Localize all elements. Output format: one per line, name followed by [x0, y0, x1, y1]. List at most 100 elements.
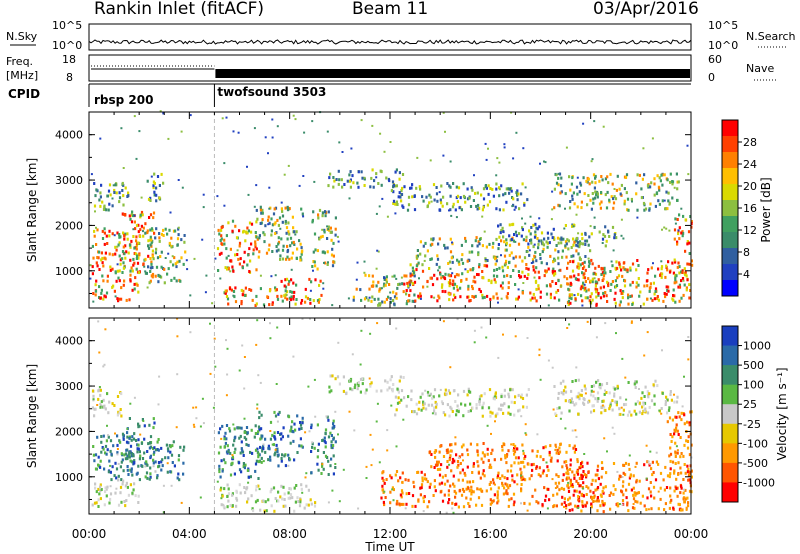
velocity-sparse-cell: [473, 341, 476, 344]
power-cell: [461, 253, 464, 257]
power-sparse-cell: [481, 215, 484, 218]
power-cell: [117, 297, 121, 301]
velocity-cell: [94, 482, 97, 486]
power-cell: [616, 174, 619, 178]
velocity-cell: [632, 497, 636, 501]
power-cell: [606, 300, 609, 303]
velocity-cell: [147, 442, 150, 446]
power-cell: [280, 207, 283, 211]
power-cell: [271, 250, 274, 253]
power-cell: [509, 275, 512, 278]
velocity-cell: [249, 450, 252, 454]
power-cell: [620, 268, 623, 272]
power-cell: [124, 244, 127, 248]
power-cell: [289, 298, 292, 302]
velocity-cell: [565, 504, 568, 508]
power-sparse-cell: [302, 215, 305, 218]
velocity-cell: [652, 383, 655, 387]
power-sparse-cell: [502, 231, 505, 234]
power-cell: [518, 207, 521, 211]
power-cell: [680, 231, 683, 235]
velocity-cell: [267, 498, 270, 502]
velocity-cell: [590, 503, 593, 507]
velocity-cell: [323, 439, 326, 443]
power-cell: [430, 295, 433, 299]
power-cell: [452, 282, 455, 286]
power-cell: [177, 227, 180, 231]
velocity-cell: [506, 492, 509, 496]
velocity-cell: [512, 503, 515, 507]
power-cell: [135, 257, 138, 260]
power-cell: [477, 203, 480, 207]
power-cell: [367, 298, 370, 302]
velocity-cell: [508, 484, 512, 488]
velocity-cell: [544, 498, 547, 502]
velocity-sparse-cell: [269, 430, 272, 432]
velocity-cell: [121, 458, 124, 462]
power-cell: [551, 280, 554, 283]
power-cell: [540, 261, 543, 265]
power-cell: [377, 280, 380, 284]
power-cell: [585, 239, 589, 243]
velocity-sparse-cell: [634, 465, 637, 468]
velocity-cell: [507, 449, 510, 453]
velocity-cell: [143, 437, 146, 441]
velocity-sparse-cell: [645, 477, 648, 480]
velocity-cell: [514, 395, 517, 399]
power-sparse-cell: [355, 278, 358, 281]
velocity-cell: [638, 479, 641, 483]
velocity-sparse-cell: [375, 420, 378, 423]
power-cell: [396, 286, 399, 290]
velocity-sparse-cell: [645, 444, 648, 447]
power-sparse-cell: [271, 118, 274, 121]
velocity-cell: [227, 499, 230, 503]
power-cell: [319, 279, 322, 283]
power-cell: [334, 233, 337, 237]
velocity-cell: [669, 390, 672, 393]
velocity-cell: [422, 496, 425, 500]
velocity-cell: [109, 470, 112, 474]
power-cell: [231, 229, 234, 233]
power-cell: [332, 185, 335, 189]
power-colorbar-tick-label: 28: [743, 136, 757, 149]
power-sparse-cell: [394, 212, 397, 215]
power-cell: [103, 294, 106, 298]
power-cell: [482, 197, 486, 201]
power-cell: [409, 274, 412, 278]
velocity-cell: [130, 470, 133, 474]
power-cell: [363, 177, 366, 181]
velocity-cell: [434, 400, 437, 404]
velocity-sparse-cell: [630, 321, 633, 324]
power-cell: [170, 244, 173, 248]
power-cell: [481, 296, 484, 300]
velocity-cell: [148, 477, 151, 481]
velocity-cell: [421, 476, 424, 480]
velocity-cell: [265, 509, 268, 513]
power-colorbar-swatch: [722, 200, 738, 217]
power-cell: [417, 294, 420, 298]
power-cell: [152, 216, 155, 220]
power-sparse-cell: [583, 283, 586, 286]
velocity-sparse-cell: [202, 422, 205, 425]
velocity-cell: [453, 484, 456, 488]
velocity-cell: [608, 405, 612, 409]
power-sparse-cell: [543, 160, 545, 163]
velocity-sparse-cell: [606, 450, 608, 453]
velocity-cell: [229, 473, 233, 477]
power-cell: [400, 199, 403, 203]
power-cell: [503, 274, 506, 278]
power-cell: [613, 236, 616, 240]
velocity-cell: [500, 457, 503, 461]
power-cell: [127, 194, 130, 198]
power-cell: [94, 293, 97, 297]
power-cell: [147, 197, 151, 201]
power-cell: [591, 298, 594, 302]
power-cell: [521, 228, 524, 232]
power-cell: [130, 220, 134, 224]
velocity-sparse-cell: [256, 403, 259, 406]
power-cell: [145, 271, 148, 275]
power-cell: [115, 191, 118, 195]
power-cell: [98, 250, 101, 254]
velocity-cell: [662, 478, 665, 482]
velocity-cell: [477, 496, 481, 500]
